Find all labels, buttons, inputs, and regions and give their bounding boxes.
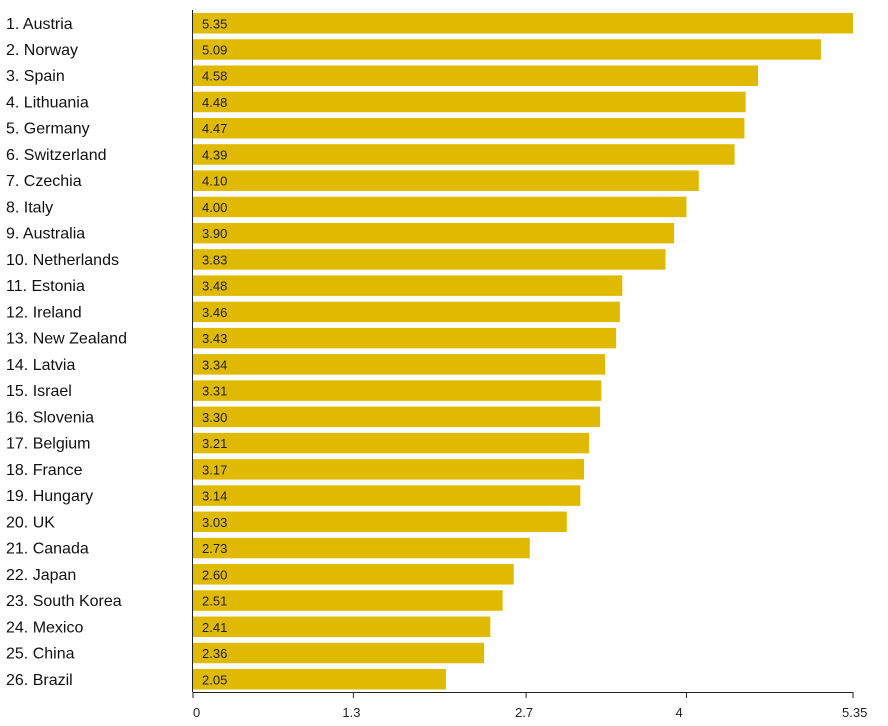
bar — [193, 380, 602, 401]
category-label: 10. Netherlands — [6, 252, 119, 269]
bar-value-label: 4.48 — [202, 95, 227, 110]
category-label: 8. Italy — [6, 199, 53, 216]
bar — [193, 196, 687, 218]
bar-value-label: 3.43 — [202, 331, 227, 346]
category-label: 6. Switzerland — [6, 147, 107, 164]
bars — [193, 13, 853, 690]
category-label: 15. Israel — [6, 383, 72, 400]
bar-value-label: 3.31 — [202, 384, 227, 399]
bar-value-label: 3.30 — [202, 410, 227, 425]
bar — [193, 249, 666, 270]
bar-value-label: 3.83 — [202, 252, 227, 267]
category-label: 1. Austria — [6, 16, 73, 33]
category-label: 16. Slovenia — [6, 409, 94, 426]
category-label: 25. China — [6, 646, 75, 663]
x-axis-ticks: 0 1.3 2.7 4 5.35 — [192, 692, 867, 720]
bar — [193, 616, 491, 638]
bar — [193, 275, 623, 296]
category-label: 23. South Korea — [6, 593, 122, 610]
bar-value-label: 4.00 — [202, 200, 227, 215]
bar — [193, 301, 620, 323]
category-label: 20. UK — [6, 514, 55, 531]
category-label: 5. Germany — [6, 121, 90, 138]
category-label: 13. New Zealand — [6, 331, 127, 348]
bar-value-label: 4.10 — [202, 174, 227, 189]
bar — [193, 459, 585, 480]
bar-value-label: 3.34 — [202, 357, 227, 372]
axes — [192, 10, 853, 693]
bar-value-label: 4.47 — [202, 121, 227, 136]
bar-value-label: 5.35 — [202, 16, 227, 31]
category-label: 19. Hungary — [6, 488, 93, 505]
bar-value-label: 2.73 — [202, 541, 227, 556]
category-label: 18. France — [6, 462, 83, 479]
category-label: 22. Japan — [6, 567, 76, 584]
category-label: 11. Estonia — [6, 278, 85, 295]
bar — [193, 642, 485, 664]
bar-value-label: 3.48 — [202, 279, 227, 294]
bar — [193, 354, 606, 375]
bar — [193, 170, 699, 191]
x-tick-label: 0 — [193, 705, 200, 720]
bar-value-label: 3.46 — [202, 305, 227, 320]
bar-value-label: 3.17 — [202, 462, 227, 477]
bar — [193, 406, 601, 428]
bar — [193, 222, 675, 244]
category-label: 21. Canada — [6, 541, 89, 558]
bar-value-label: 4.58 — [202, 69, 227, 84]
bar-value-label: 2.05 — [202, 672, 227, 687]
bar — [193, 117, 745, 139]
bar — [193, 39, 821, 60]
category-label: 14. Latvia — [6, 357, 75, 374]
bar — [193, 485, 581, 506]
value-labels: 5.35 5.09 4.58 4.48 4.47 4.39 4.10 4.00 3.90 3.83… — [202, 16, 227, 687]
bar — [193, 564, 514, 585]
category-label: 4. Lithuania — [6, 94, 89, 111]
x-tick-label: 1.3 — [342, 705, 360, 720]
category-labels: 1. Austria 2. Norway 3. Spain 4. Lithuania 5… — [6, 16, 127, 689]
bar-value-label: 4.39 — [202, 147, 227, 162]
category-label: 12. Ireland — [6, 304, 82, 321]
bar — [193, 65, 759, 86]
bar-value-label: 2.36 — [202, 646, 227, 661]
category-label: 24. Mexico — [6, 619, 83, 636]
category-label: 7. Czechia — [6, 173, 82, 190]
bar — [193, 13, 853, 34]
bar-value-label: 3.14 — [202, 489, 227, 504]
category-label: 17. Belgium — [6, 436, 91, 453]
bar — [193, 91, 746, 113]
bar — [193, 327, 617, 349]
x-tick-label: 2.7 — [515, 705, 533, 720]
bar-value-label: 5.09 — [202, 42, 227, 57]
category-label: 9. Australia — [6, 226, 85, 243]
x-tick-label: 4 — [675, 705, 682, 720]
bar-value-label: 2.60 — [202, 567, 227, 582]
bar — [193, 144, 735, 165]
bar — [193, 432, 589, 454]
bar-value-label: 2.51 — [202, 594, 227, 609]
bar — [193, 537, 530, 559]
bar-value-label: 3.03 — [202, 515, 227, 530]
bar — [193, 590, 503, 611]
bar-value-label: 3.90 — [202, 226, 227, 241]
x-tick-label: 5.35 — [842, 705, 867, 720]
bar-value-label: 2.41 — [202, 620, 227, 635]
bar — [193, 669, 446, 690]
category-label: 26. Brazil — [6, 672, 73, 689]
bar — [193, 511, 567, 533]
category-label: 2. Norway — [6, 42, 78, 59]
category-label: 3. Spain — [6, 68, 65, 85]
bar-value-label: 3.21 — [202, 436, 227, 451]
